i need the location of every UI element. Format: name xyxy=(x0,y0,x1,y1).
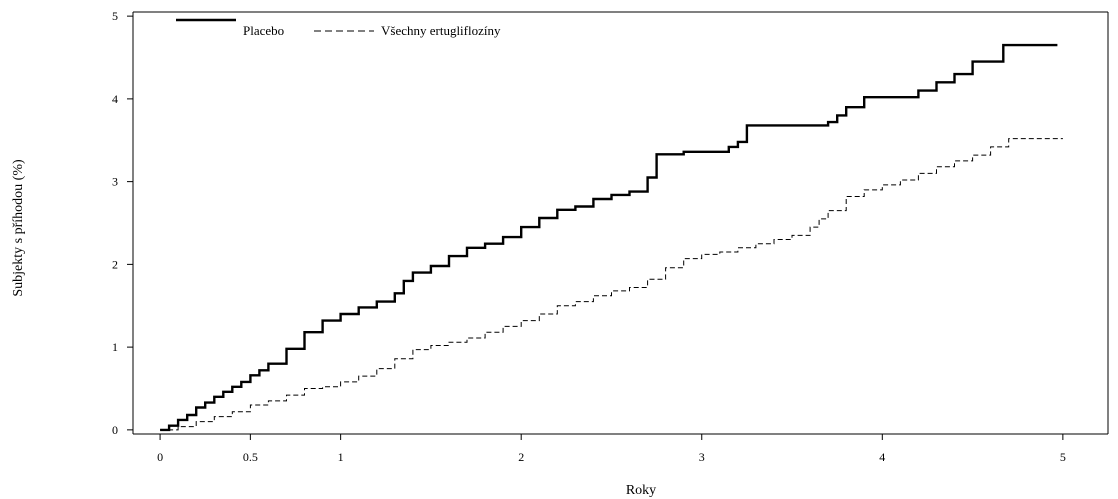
x-tick-label: 4 xyxy=(879,450,885,464)
x-tick-label: 0 xyxy=(157,450,163,464)
legend-label-placebo: Placebo xyxy=(243,23,284,38)
x-axis-ticks: 0 0.5 1 2 3 4 5 xyxy=(157,434,1066,464)
legend: Placebo Všechny ertugliflozíny xyxy=(176,18,501,38)
y-tick-label: 1 xyxy=(112,340,118,354)
y-tick-label: 2 xyxy=(112,257,118,271)
plot-frame xyxy=(132,11,1109,435)
y-tick-label: 3 xyxy=(112,175,118,189)
series-line-placebo xyxy=(160,43,1058,432)
y-axis-title: Subjekty s příhodou (%) xyxy=(11,159,26,297)
y-tick-label: 0 xyxy=(112,423,118,437)
x-axis-title: Roky xyxy=(626,483,656,498)
series-layer xyxy=(160,43,1063,432)
series-line-ertugliflozin xyxy=(160,138,1063,431)
x-tick-label: 1 xyxy=(338,450,344,464)
x-tick-label: 2 xyxy=(518,450,524,464)
x-tick-label: 0.5 xyxy=(243,450,258,464)
y-axis-ticks: 0 1 2 3 4 5 xyxy=(112,9,133,437)
y-tick-label: 4 xyxy=(112,92,118,106)
x-tick-label: 5 xyxy=(1060,450,1066,464)
legend-label-ertugliflozin: Všechny ertugliflozíny xyxy=(381,23,501,38)
y-tick-label: 5 xyxy=(112,9,118,23)
x-tick-label: 3 xyxy=(699,450,705,464)
